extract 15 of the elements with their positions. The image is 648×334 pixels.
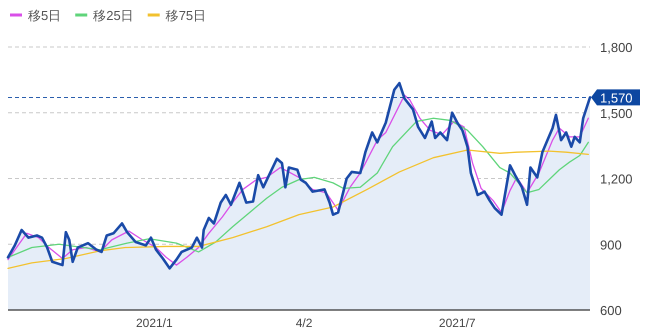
y-tick-label: 1,200	[600, 172, 633, 186]
x-tick-label: 2021/7	[438, 316, 476, 330]
y-tick-label: 1,800	[600, 40, 633, 55]
line-series	[7, 94, 589, 266]
legend-label: 移25日	[93, 8, 134, 23]
y-tick-label: 900	[600, 237, 622, 252]
x-tick-label: 4/2	[296, 316, 313, 330]
legend-label: 移5日	[28, 8, 62, 23]
ref-line-label: 1,570	[600, 90, 633, 106]
y-tick-label: 1,500	[600, 106, 633, 121]
legend-label: 移75日	[166, 8, 206, 23]
y-tick-label: 600	[600, 303, 622, 318]
x-tick-label: 2021/1	[136, 316, 174, 330]
line-series	[7, 149, 589, 270]
line-series	[7, 118, 589, 258]
